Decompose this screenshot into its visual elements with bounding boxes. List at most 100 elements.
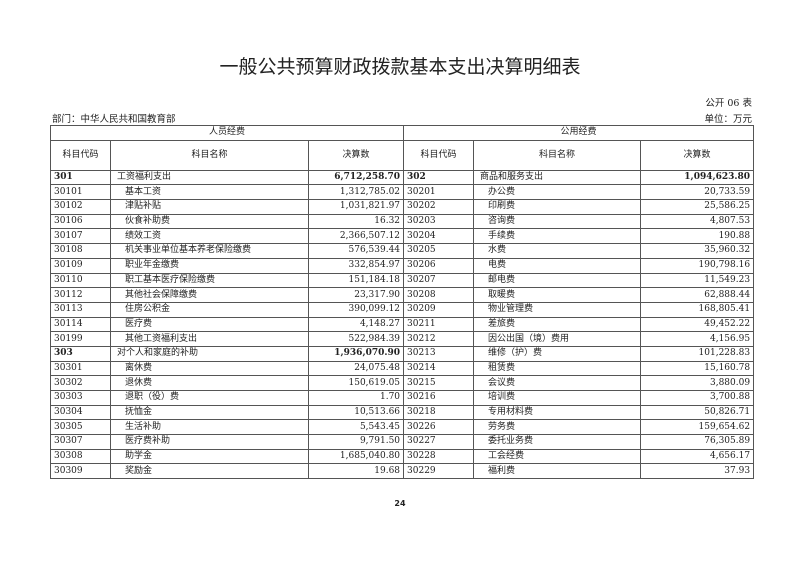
amount-cell: 6,712,258.70 [307,169,405,186]
name-cell: 职业年金缴费 [110,257,309,274]
amount-cell: 37.93 [640,463,755,480]
code-cell: 30202 [403,199,475,215]
amount-cell: 62,888.44 [640,287,755,303]
amount-cell: 76,305.89 [640,434,755,450]
code-cell: 301 [50,169,111,186]
name-cell: 会议费 [473,375,642,391]
code-cell: 30110 [50,272,111,289]
unit-label: 单位：万元 [704,114,752,125]
form-number: 公开 06 表 [705,98,752,109]
name-cell: 基本工资 [110,184,309,201]
col-header-code: 科目代码 [50,139,111,171]
table-row: 30307 医疗费补助 9,791.50 30227 委托业务费 76,305.89 [50,434,755,450]
amount-cell: 151,184.18 [307,272,405,289]
table-row: 303 对个人和家庭的补助 1,936,070.90 30213 维修（护）费 101,2… [50,345,755,362]
name-cell: 取暖费 [473,287,642,303]
name-cell: 伙食补助费 [110,213,309,230]
code-cell: 30114 [50,316,111,333]
table-row: 30109 职业年金缴费 332,854.97 30206 电费 190,798.16 [50,257,755,274]
name-cell: 机关事业单位基本养老保险缴费 [110,243,309,259]
name-cell: 租赁费 [473,360,642,377]
expenditure-table: 人员经费 公用经费 科目代码 科目名称 决算数 科目代码 科目名称 决算数 30… [49,125,755,480]
name-cell: 培训费 [473,390,642,406]
name-cell: 抚恤金 [110,404,309,421]
name-cell: 职工基本医疗保险缴费 [110,272,309,289]
amount-cell: 23,317.90 [307,287,405,303]
name-cell: 对个人和家庭的补助 [110,345,309,362]
name-cell: 绩效工资 [110,228,309,245]
code-cell: 30203 [403,213,475,230]
code-cell: 30102 [50,199,111,215]
name-cell: 工资福利支出 [110,169,309,186]
code-cell: 30108 [50,243,111,259]
name-cell: 奖励金 [110,463,309,480]
name-cell: 医疗费 [110,316,309,333]
amount-cell: 4,148.27 [307,316,405,333]
table-row: 30101 基本工资 1,312,785.02 30201 办公费 20,733.59 [50,184,755,201]
table-row: 30102 津贴补贴 1,031,821.97 30202 印刷费 25,586.25 [50,199,755,215]
table-row: 30302 退休费 150,619.05 30215 会议费 3,880.09 [50,375,755,391]
name-cell: 工会经费 [473,448,642,465]
amount-cell: 3,700.88 [640,390,755,406]
name-cell: 其他工资福利支出 [110,331,309,347]
code-cell: 30208 [403,287,475,303]
amount-cell: 1,685,040.80 [307,448,405,465]
code-cell: 30227 [403,434,475,450]
table-row: 30303 退职（役）费 1.70 30216 培训费 3,700.88 [50,390,755,406]
amount-cell: 50,826.71 [640,404,755,421]
name-cell: 物业管理费 [473,301,642,318]
code-cell: 30109 [50,257,111,274]
amount-cell: 9,791.50 [307,434,405,450]
code-cell: 30229 [403,463,475,480]
code-cell: 30209 [403,301,475,318]
name-cell: 因公出国（境）费用 [473,331,642,347]
table-row: 30305 生活补助 5,543.45 30226 劳务费 159,654.62 [50,419,755,436]
page-title: 一般公共预算财政拨款基本支出决算明细表 [219,56,581,78]
amount-cell: 25,586.25 [640,199,755,215]
code-cell: 30107 [50,228,111,245]
amount-cell: 24,075.48 [307,360,405,377]
code-cell: 30228 [403,448,475,465]
code-cell: 30101 [50,184,111,201]
table-row: 301 工资福利支出 6,712,258.70 302 商品和服务支出 1,094,623… [50,169,755,186]
amount-cell: 390,099.12 [307,301,405,318]
name-cell: 离休费 [110,360,309,377]
code-cell: 30213 [403,345,475,362]
table-row: 30112 其他社会保障缴费 23,317.90 30208 取暖费 62,888.44 [50,287,755,303]
amount-cell: 11,549.23 [640,272,755,289]
code-cell: 30304 [50,404,111,421]
name-cell: 医疗费补助 [110,434,309,450]
amount-cell: 10,513.66 [307,404,405,421]
name-cell: 维修（护）费 [473,345,642,362]
name-cell: 生活补助 [110,419,309,436]
group-header-public: 公用经费 [403,125,755,141]
code-cell: 30216 [403,390,475,406]
amount-cell: 19.68 [307,463,405,480]
amount-cell: 2,366,507.12 [307,228,405,245]
name-cell: 其他社会保障缴费 [110,287,309,303]
code-cell: 30201 [403,184,475,201]
amount-cell: 150,619.05 [307,375,405,391]
amount-cell: 5,543.45 [307,419,405,436]
code-cell: 30199 [50,331,111,347]
code-cell: 30112 [50,287,111,303]
code-cell: 30206 [403,257,475,274]
name-cell: 手续费 [473,228,642,245]
name-cell: 退职（役）费 [110,390,309,406]
name-cell: 住房公积金 [110,301,309,318]
code-cell: 30211 [403,316,475,333]
amount-cell: 4,656.17 [640,448,755,465]
code-cell: 302 [403,169,475,186]
department-label: 部门：中华人民共和国教育部 [52,114,176,125]
code-cell: 30218 [403,404,475,421]
table-row: 30308 助学金 1,685,040.80 30228 工会经费 4,656.17 [50,448,755,465]
code-cell: 30301 [50,360,111,377]
table-row: 30114 医疗费 4,148.27 30211 差旅费 49,452.22 [50,316,755,333]
code-cell: 303 [50,345,111,362]
amount-cell: 4,807.53 [640,213,755,230]
table-row: 30199 其他工资福利支出 522,984.39 30212 因公出国（境）费用 4,1… [50,331,755,347]
name-cell: 办公费 [473,184,642,201]
name-cell: 差旅费 [473,316,642,333]
amount-cell: 1,094,623.80 [640,169,755,186]
